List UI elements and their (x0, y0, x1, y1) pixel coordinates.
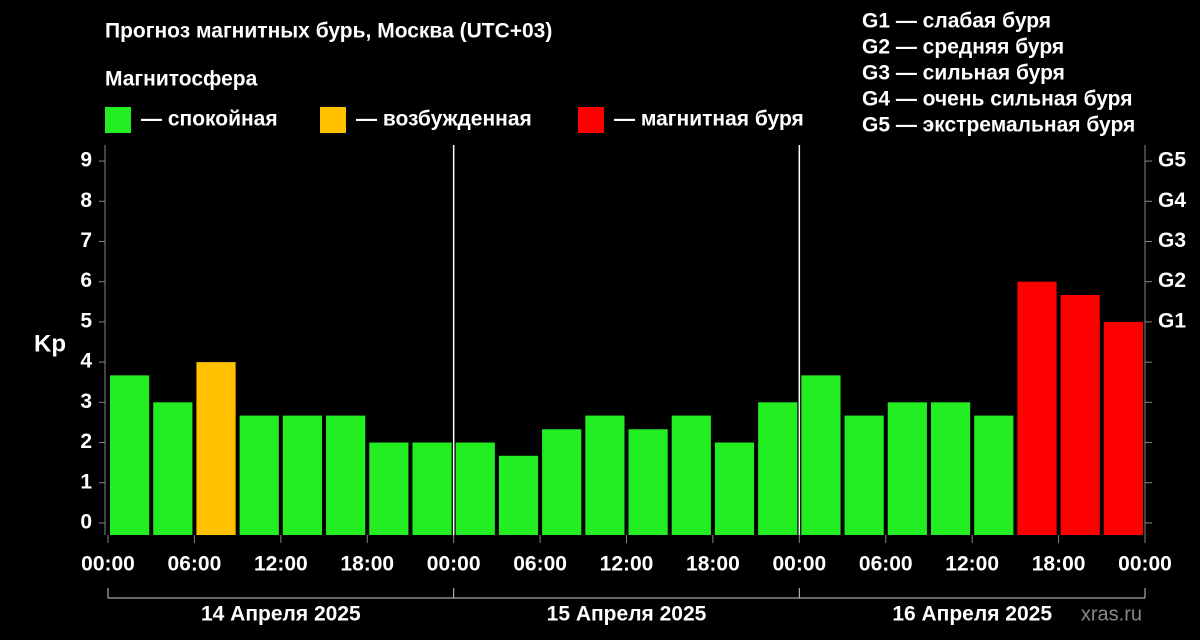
x-tick-label: 18:00 (340, 553, 394, 576)
bar (542, 429, 582, 535)
y-tick-label: 8 (80, 189, 92, 212)
x-tick-label: 00:00 (772, 553, 826, 576)
bar (801, 375, 841, 535)
y2-tick-label: G3 (1158, 229, 1186, 252)
day-label: 14 Апреля 2025 (201, 603, 361, 626)
legend-label: — магнитная буря (614, 108, 804, 131)
storm-scale-item: G5 — экстремальная буря (862, 114, 1135, 137)
storm-scale-item: G1 — слабая буря (862, 10, 1051, 33)
bar (455, 442, 495, 535)
x-tick-label: 00:00 (1118, 553, 1172, 576)
x-tick-label: 12:00 (254, 553, 308, 576)
y2-tick-label: G4 (1158, 189, 1186, 212)
legend-swatch (320, 107, 346, 133)
storm-scale-item: G3 — сильная буря (862, 62, 1065, 85)
y-tick-label: 1 (80, 470, 92, 493)
y2-tick-label: G5 (1158, 149, 1186, 172)
y-tick-label: 7 (80, 229, 92, 252)
bar (110, 375, 150, 535)
bar (1103, 321, 1143, 535)
bar (844, 415, 884, 535)
y-axis-label: Kp (34, 330, 66, 357)
bar (369, 442, 409, 535)
y-tick-label: 3 (80, 390, 92, 413)
bar (498, 455, 539, 535)
legend-label: — спокойная (141, 108, 278, 131)
y-tick-label: 6 (80, 269, 92, 292)
x-tick-label: 00:00 (427, 553, 481, 576)
bar (628, 429, 668, 535)
y-tick-label: 9 (80, 149, 92, 172)
bar (1060, 294, 1100, 535)
x-tick-label: 18:00 (686, 553, 740, 576)
bar (758, 402, 798, 535)
x-tick-label: 18:00 (1032, 553, 1086, 576)
x-tick-label: 12:00 (945, 553, 999, 576)
day-label: 15 Апреля 2025 (547, 603, 707, 626)
bar (585, 415, 625, 535)
y-tick-label: 5 (80, 309, 92, 332)
watermark: xras.ru (1081, 603, 1142, 625)
bar (714, 442, 755, 535)
x-tick-label: 12:00 (600, 553, 654, 576)
x-tick-label: 00:00 (81, 553, 135, 576)
bar (239, 415, 279, 535)
legend-label: — возбужденная (356, 108, 532, 131)
y2-tick-label: G2 (1158, 269, 1186, 292)
x-tick-label: 06:00 (513, 553, 567, 576)
storm-scale-item: G2 — средняя буря (862, 36, 1064, 59)
legend-swatch (105, 107, 131, 133)
x-tick-label: 06:00 (859, 553, 913, 576)
bar (282, 415, 323, 535)
y-tick-label: 4 (80, 350, 92, 373)
bar (671, 415, 711, 535)
bar (887, 402, 927, 535)
y-tick-label: 2 (80, 430, 92, 453)
bar (326, 415, 366, 535)
bar (930, 402, 971, 535)
bar (196, 362, 236, 535)
legend-title: Магнитосфера (105, 68, 258, 91)
bar (974, 415, 1014, 535)
storm-scale-item: G4 — очень сильная буря (862, 88, 1132, 111)
bar (412, 442, 452, 535)
day-label: 16 Апреля 2025 (892, 603, 1052, 626)
y-tick-label: 0 (80, 510, 92, 533)
y2-tick-label: G1 (1158, 309, 1186, 332)
chart-title: Прогноз магнитных бурь, Москва (UTC+03) (105, 20, 552, 43)
legend-swatch (578, 107, 604, 133)
x-tick-label: 06:00 (168, 553, 222, 576)
bar (1017, 281, 1057, 535)
bar (153, 402, 193, 535)
